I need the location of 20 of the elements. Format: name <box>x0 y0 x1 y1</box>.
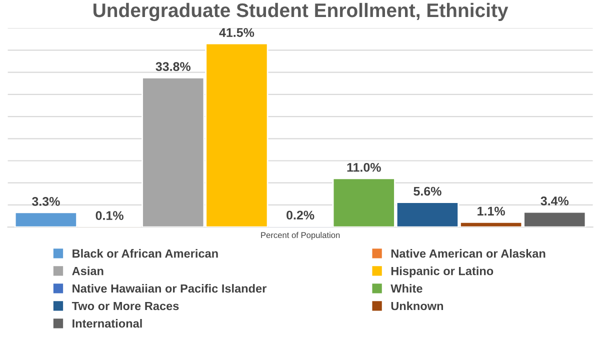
legend-label: Hispanic or Latino <box>391 266 494 278</box>
legend-label: Native American or Alaskan <box>391 249 546 258</box>
data-label: 1.1% <box>478 206 505 216</box>
legend-label: Asian <box>72 266 104 276</box>
data-label: 5.6% <box>414 186 442 196</box>
legend-label: Black or African American <box>72 249 218 258</box>
legend-label: White <box>390 284 422 293</box>
legend-label: Unknown <box>391 302 444 310</box>
data-label: 0.1% <box>96 211 124 220</box>
data-label: 0.2% <box>286 210 314 220</box>
data-label: 3.3% <box>32 196 60 206</box>
data-label: 11.0% <box>347 162 381 172</box>
data-label: 33.8% <box>156 62 191 72</box>
legend-label: Native Hawaiian or Pacific Islander <box>72 284 267 293</box>
legend-label: Two or More Races <box>72 302 179 310</box>
chart-title: Undergraduate Student Enrollment, Ethnicity <box>94 2 508 22</box>
x-axis-title: Percent of Population <box>261 232 340 240</box>
data-label: 3.4% <box>540 196 569 206</box>
data-label: 41.5% <box>219 28 254 37</box>
legend-label: International <box>72 319 142 328</box>
